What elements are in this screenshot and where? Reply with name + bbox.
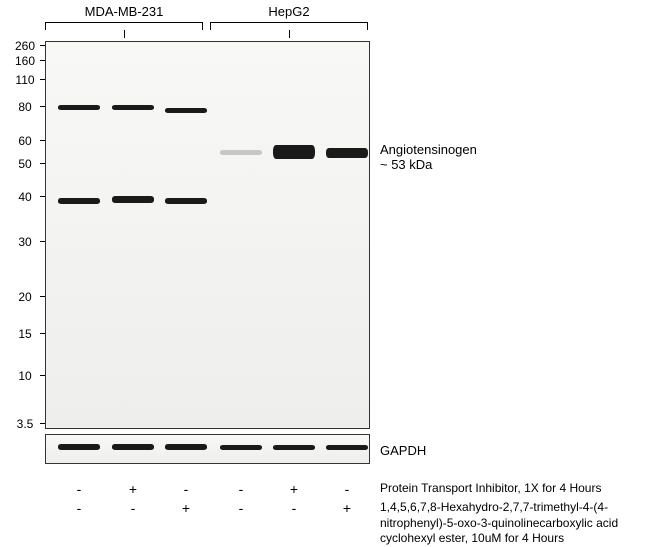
treatment-label: 1,4,5,6,7,8-Hexahydro-2,7,7-trimethyl-4-… [380,500,640,547]
bracket-hepg2 [210,22,368,30]
treatment-label: Protein Transport Inhibitor, 1X for 4 Ho… [380,481,640,497]
gapdh-annotation: GAPDH [380,443,426,458]
band [58,105,100,110]
mw-label: 40 [10,190,40,204]
treatment-sign: - [176,481,196,497]
band [58,198,100,204]
treatment-sign: - [231,500,251,516]
treatment-sign: + [123,481,143,497]
mw-label: 110 [10,73,40,87]
band [112,196,154,203]
treatment-sign: + [337,500,357,516]
bracket-stem-hepg2 [289,30,290,38]
bracket-label-mda: MDA-MB-231 [45,4,203,19]
band [220,445,262,450]
treatment-sign: - [123,500,143,516]
mw-label: 20 [10,290,40,304]
mw-label: 3.5 [10,417,40,431]
mw-label: 10 [10,369,40,383]
mw-label: 60 [10,134,40,148]
target-size: ~ 53 kDa [380,157,477,172]
mw-label: 260 [10,39,40,53]
mw-label: 80 [10,100,40,114]
main-blot [45,41,370,429]
bracket-label-hepg2: HepG2 [210,4,368,19]
bracket-mda [45,22,203,30]
treatment-sign: + [284,481,304,497]
band [326,445,368,450]
treatment-sign: + [176,500,196,516]
target-name: Angiotensinogen [380,142,477,157]
treatment-sign: - [69,481,89,497]
mw-label: 15 [10,327,40,341]
target-annotation: Angiotensinogen ~ 53 kDa [380,142,477,172]
treatment-sign: - [231,481,251,497]
band [112,105,154,110]
band [165,198,207,204]
treatment-sign: - [337,481,357,497]
band [165,108,207,113]
band [273,445,315,450]
mw-label: 50 [10,157,40,171]
mw-label: 160 [10,54,40,68]
bracket-stem-mda [124,30,125,38]
band [165,444,207,450]
mw-label: 30 [10,235,40,249]
band [220,150,262,155]
treatment-sign: - [69,500,89,516]
band [58,444,100,450]
band [112,444,154,450]
treatment-sign: - [284,500,304,516]
band [326,148,368,158]
band [273,145,315,159]
